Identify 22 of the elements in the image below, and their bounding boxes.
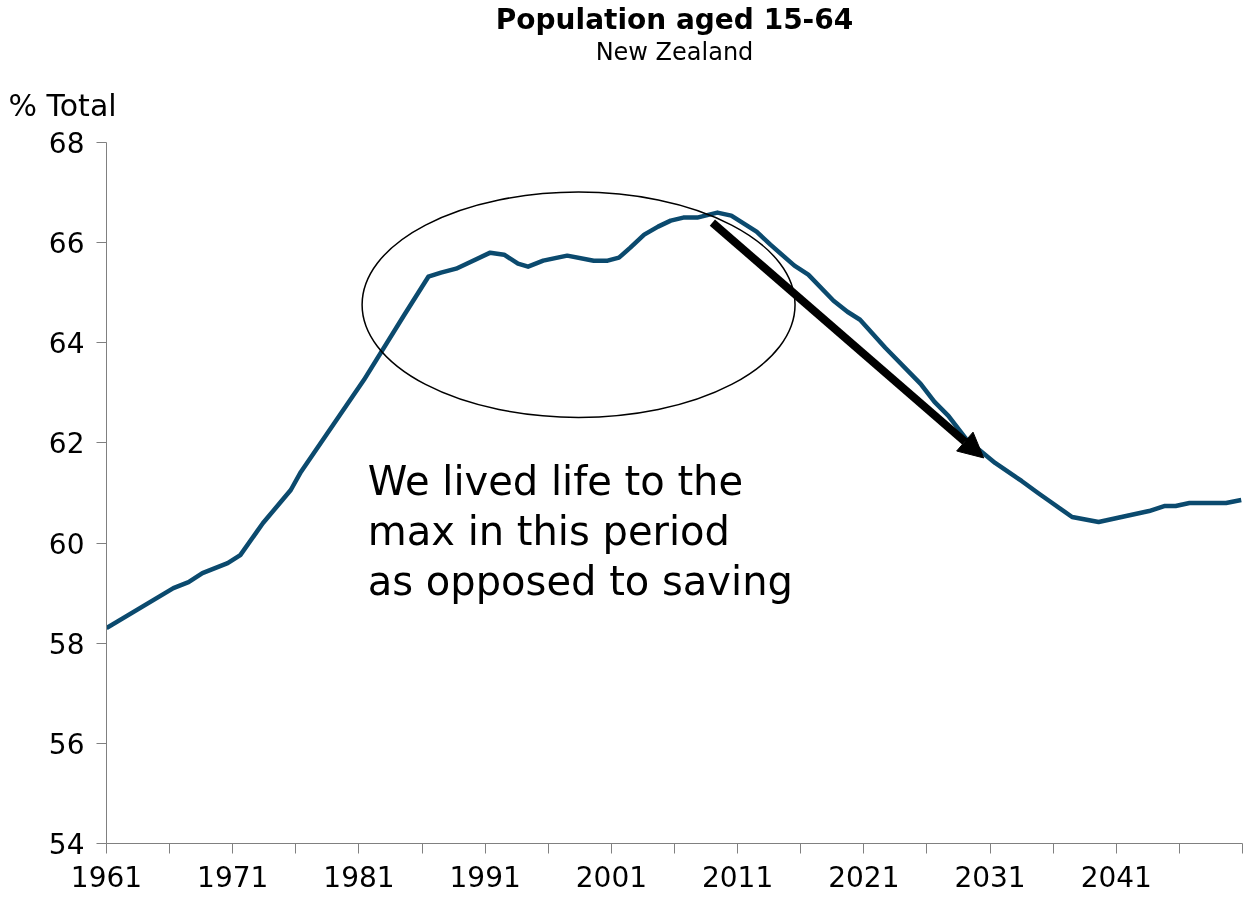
y-tick-label: 56 [48, 727, 85, 761]
x-tick-label: 2041 [1080, 860, 1152, 894]
y-tick-label: 58 [48, 627, 85, 661]
x-tick-label: 2011 [701, 860, 774, 894]
annotation: We lived life to the max in this period as opposed to saving [367, 457, 793, 605]
x-tick-label: 1991 [449, 860, 521, 894]
x-tick-label: 2031 [954, 860, 1026, 894]
x-tick-label: 2001 [575, 860, 648, 894]
y-tick-label: 54 [48, 828, 85, 861]
y-tick-label: 68 [48, 127, 85, 160]
x-tick-label: 1981 [323, 860, 395, 894]
x-tick-label: 1961 [70, 860, 143, 894]
chart-subtitle: New Zealand [595, 37, 754, 66]
line-series [106, 210, 1243, 631]
y-tick-label: 64 [48, 327, 85, 361]
x-tick-label: 1971 [197, 860, 269, 894]
y-tick-label: 66 [48, 227, 85, 261]
y-tick-label: 60 [48, 527, 85, 561]
chart-title: Population aged 15-64 [495, 2, 854, 36]
y-axis-title: % Total [8, 87, 117, 123]
y-tick-label: 62 [48, 427, 85, 461]
x-tick-label: 2021 [828, 860, 900, 894]
